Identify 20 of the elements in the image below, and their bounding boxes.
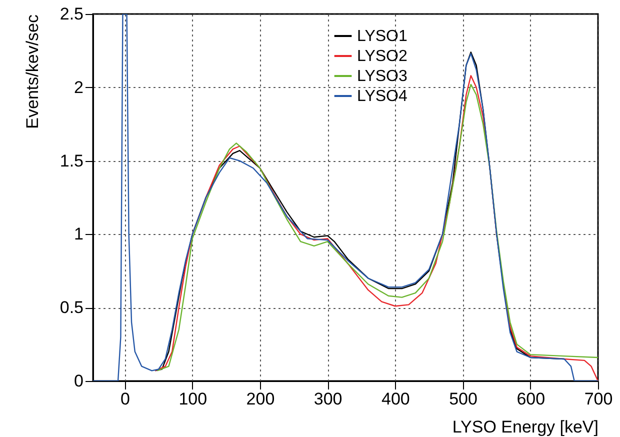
y-tick-label: 2.5	[60, 4, 84, 24]
x-axis-title: LYSO Energy [keV]	[452, 418, 598, 436]
x-tick-label: 100	[178, 390, 208, 408]
legend-label: LYSO4	[357, 88, 408, 105]
x-tick-label: 500	[449, 390, 478, 408]
legend-label: LYSO1	[357, 28, 408, 45]
legend-label: LYSO3	[357, 68, 408, 85]
x-tick-label: 200	[246, 390, 275, 408]
y-tick-label: 1.5	[60, 151, 84, 170]
legend-label: LYSO2	[357, 48, 408, 65]
x-tick-label: 600	[516, 390, 546, 408]
x-tick-label: 300	[314, 390, 342, 408]
x-tick-label: 400	[382, 390, 410, 408]
y-tick-label: 0.5	[60, 298, 84, 318]
y-tick-label: 2	[74, 78, 84, 97]
y-tick-label: 0	[74, 372, 84, 390]
y-axis-title: Events/kev/sec	[22, 14, 42, 129]
x-tick-label: 700	[584, 390, 613, 408]
x-tick-label: 0	[120, 390, 130, 408]
y-tick-label: 1	[74, 224, 84, 244]
